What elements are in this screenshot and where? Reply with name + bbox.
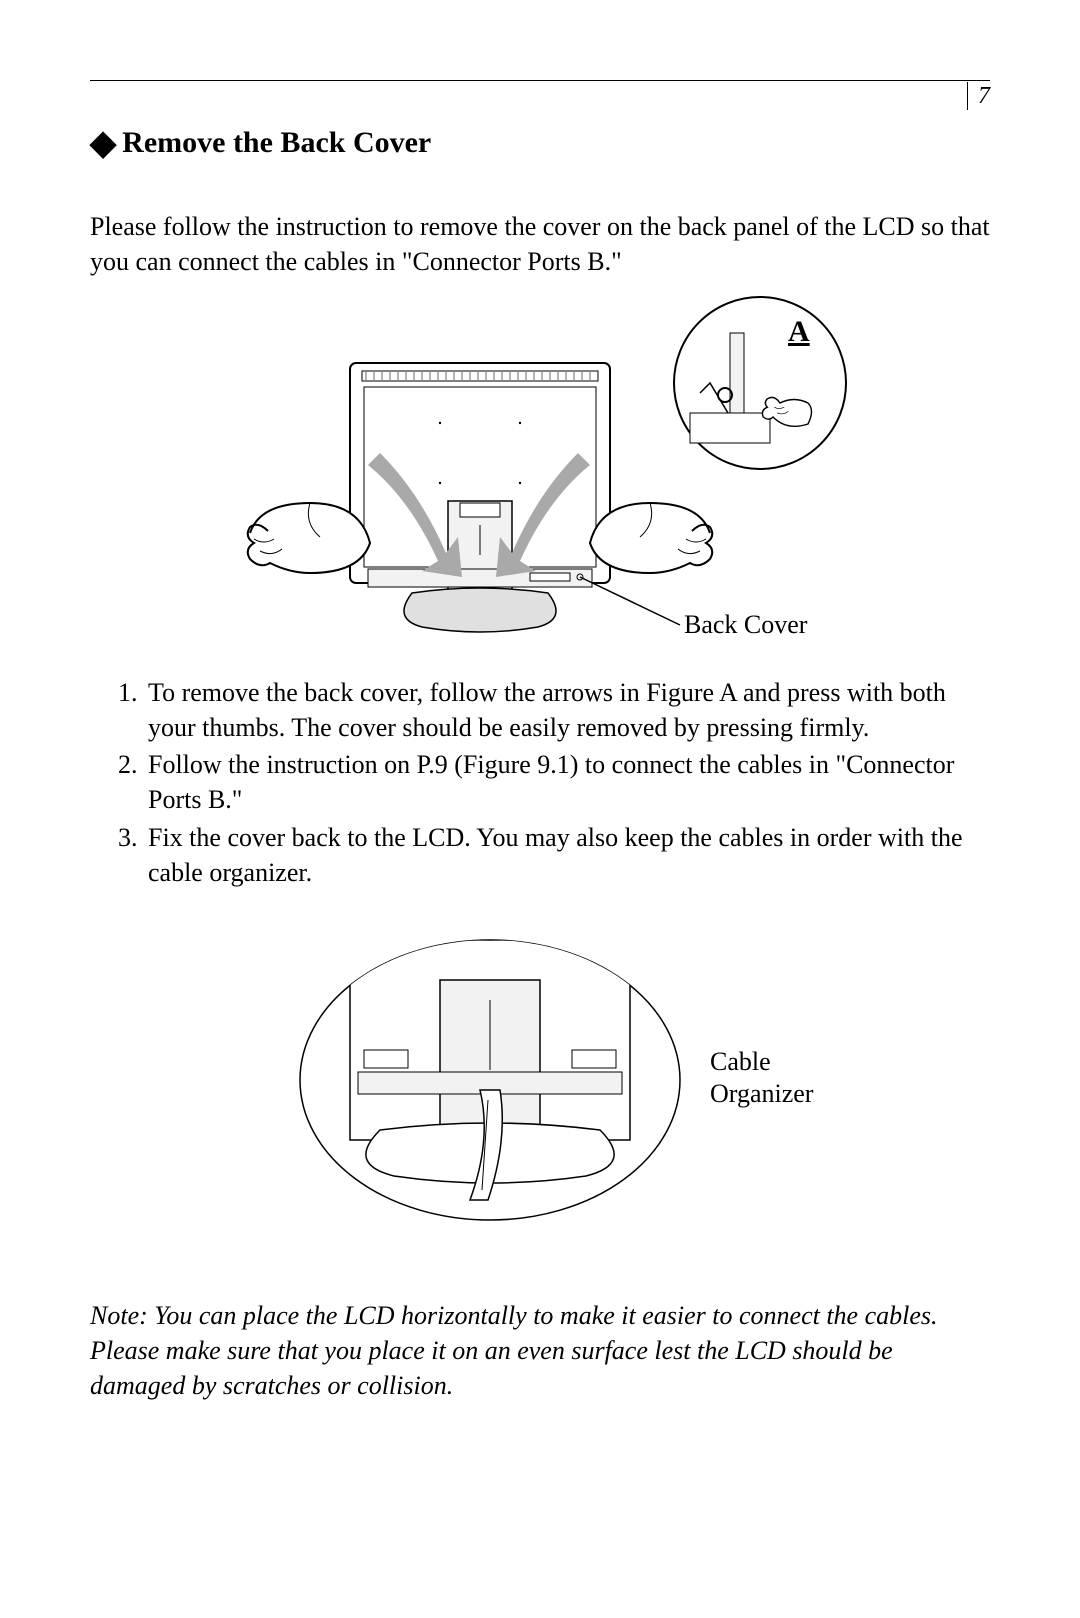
detail-label-a: A bbox=[788, 315, 810, 348]
figure-b: Cable Organizer bbox=[90, 920, 990, 1240]
step-3: Fix the cover back to the LCD. You may a… bbox=[144, 820, 990, 890]
header-rule bbox=[90, 80, 990, 81]
steps-list: To remove the back cover, follow the arr… bbox=[90, 675, 990, 890]
cable-organizer-label-2: Organizer bbox=[710, 1079, 814, 1108]
diamond-bullet-icon: ◆ bbox=[90, 123, 116, 163]
step-1: To remove the back cover, follow the arr… bbox=[144, 675, 990, 745]
cable-organizer-label-1: Cable bbox=[710, 1047, 771, 1076]
figure-b-svg: Cable Organizer bbox=[230, 920, 850, 1240]
figure-a: A bbox=[90, 293, 990, 663]
intro-paragraph: Please follow the instruction to remove … bbox=[90, 209, 990, 279]
monitor-main bbox=[350, 363, 610, 632]
step-2: Follow the instruction on P.9 (Figure 9.… bbox=[144, 747, 990, 817]
detail-circle-a: A bbox=[674, 297, 846, 469]
header-rule-wrap: 7 bbox=[90, 80, 990, 81]
left-hand bbox=[248, 503, 370, 573]
note-paragraph: Note: You can place the LCD horizontally… bbox=[90, 1298, 990, 1403]
document-page: 7 ◆Remove the Back Cover Please follow t… bbox=[0, 0, 1080, 1618]
figure-a-svg: A bbox=[180, 293, 900, 663]
right-hand bbox=[590, 503, 712, 573]
page-number: 7 bbox=[967, 82, 990, 110]
back-cover-label: Back Cover bbox=[684, 610, 808, 639]
section-title: ◆Remove the Back Cover bbox=[90, 123, 990, 163]
back-cover-callout: Back Cover bbox=[580, 577, 808, 639]
cable-organizer-callout: Cable Organizer bbox=[710, 1047, 814, 1108]
section-title-text: Remove the Back Cover bbox=[122, 126, 431, 159]
